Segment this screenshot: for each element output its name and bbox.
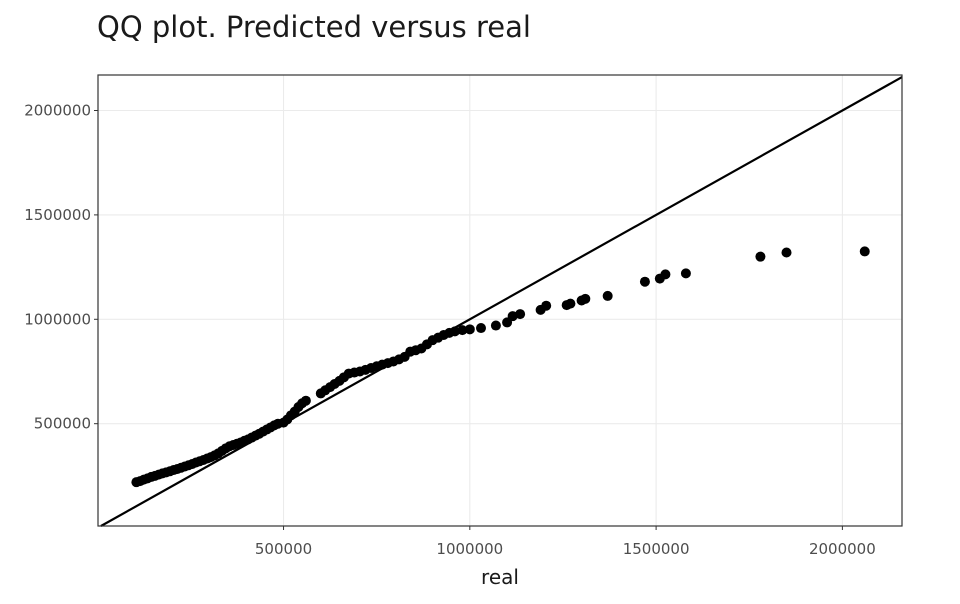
data-point [602,290,613,301]
data-points [131,246,870,488]
data-point [859,246,870,257]
x-tick-label: 2000000 [809,540,876,558]
y-axis: 500000 1000000 1500000 2000000 [24,101,98,433]
reference-line [100,76,903,527]
x-tick-label: 1500000 [623,540,690,558]
plot-panel-border [97,74,903,527]
data-point [490,320,501,331]
x-tick-label: 500000 [255,540,312,558]
chart-title: QQ plot. Predicted versus real [97,10,531,44]
data-point [781,247,792,258]
data-point [457,325,468,336]
data-point [580,293,591,304]
data-point [755,251,766,262]
data-point [515,309,526,320]
data-point [565,298,576,309]
data-point [660,269,671,280]
grid-lines [98,75,902,526]
x-tick-label: 1000000 [436,540,503,558]
y-tick-label: 1500000 [24,206,91,224]
x-axis: 500000 1000000 1500000 2000000 [255,526,876,558]
y-tick-label: 2000000 [24,101,91,119]
data-point [541,300,552,311]
data-point [680,268,691,279]
y-tick-label: 1000000 [24,310,91,328]
data-point [475,323,486,334]
y-tick-label: 500000 [34,415,91,433]
reference-line-group [100,76,903,527]
data-point [449,326,460,337]
x-axis-label: real [481,565,519,589]
data-point [300,395,311,406]
data-point [464,324,475,335]
data-point [639,276,650,287]
